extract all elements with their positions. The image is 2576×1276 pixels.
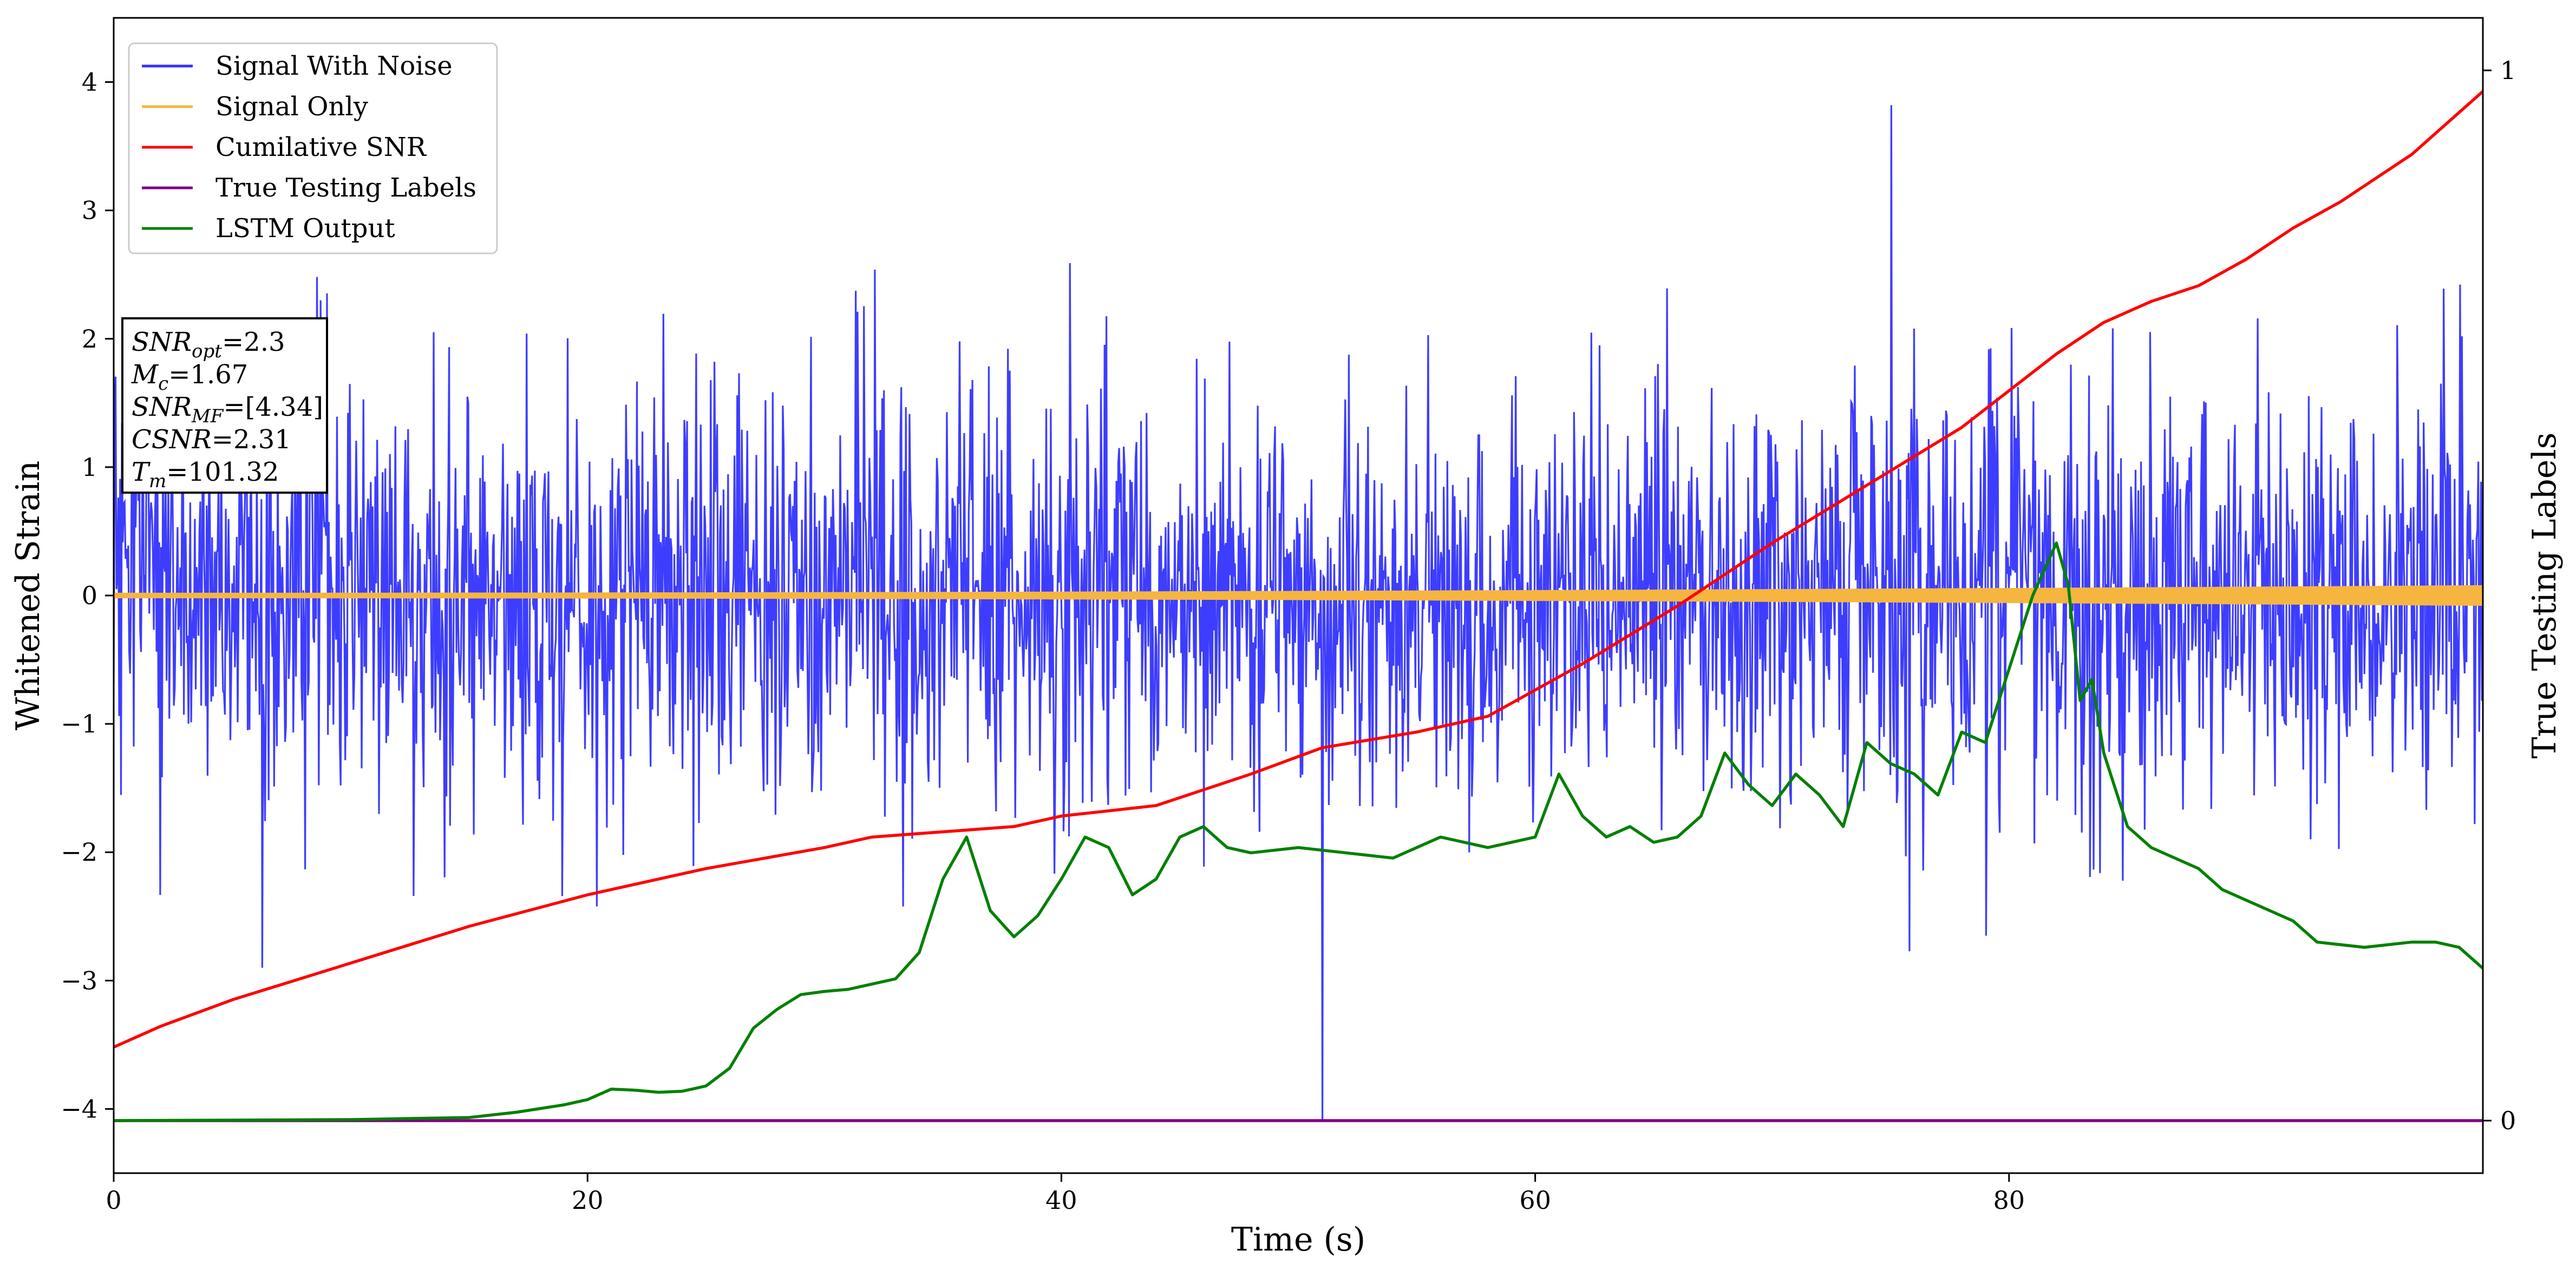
y-tick-label: 4 (82, 68, 97, 97)
x-axis: 0 20 40 60 80 (106, 1173, 2025, 1215)
x-tick-label: 0 (106, 1186, 121, 1215)
y-axis-label-left: Whitened Strain (9, 461, 47, 730)
y-tick-label: −1 (61, 709, 97, 738)
series-signal-with-noise (114, 105, 2483, 1122)
parameter-annotation: SNRopt=2.3 Mc=1.67 SNRMF=[4.34] CSNR=2.3… (121, 317, 328, 494)
legend: Signal With Noise Signal Only Cumilative… (128, 42, 498, 254)
y-tick-label: −2 (61, 837, 97, 867)
y-tick-label: 1 (82, 453, 97, 482)
annotation-line-tm: Tm=101.32 (132, 457, 279, 492)
series-layer (114, 90, 2483, 1122)
annotation-line-csnr: CSNR=2.31 (132, 424, 291, 455)
y-tick-label: 2 (82, 324, 97, 354)
legend-label-true-testing-labels: True Testing Labels (215, 173, 476, 203)
y-axis-label-right: True Testing Labels (2526, 433, 2564, 759)
annotation-box (121, 317, 328, 494)
legend-label-signal-with-noise: Signal With Noise (215, 51, 453, 81)
x-tick-label: 80 (1993, 1186, 2025, 1215)
y-tick-label: 3 (82, 196, 97, 225)
x-tick-label: 60 (1519, 1186, 1551, 1215)
annotation-line-snr-opt: SNRopt=2.3 (132, 327, 285, 362)
y-right-tick-label: 1 (2500, 56, 2516, 85)
y-tick-label: −4 (61, 1094, 97, 1123)
x-tick-label: 40 (1045, 1186, 1077, 1215)
x-tick-label: 20 (572, 1186, 604, 1215)
y-tick-label: 0 (82, 581, 97, 610)
legend-label-lstm-output: LSTM Output (215, 213, 395, 244)
y-axis-left: −4 −3 −2 −1 0 1 2 3 4 (61, 68, 114, 1123)
y-right-tick-label: 0 (2500, 1106, 2516, 1135)
annotation-line-snr-mf: SNRMF=[4.34] (132, 392, 323, 427)
y-axis-right: 01 (2483, 56, 2516, 1135)
series-cumilative-snr (114, 90, 2483, 1049)
legend-label-signal-only: Signal Only (215, 91, 368, 122)
series-lstm-output (114, 541, 2483, 1122)
y-tick-label: −3 (61, 966, 97, 995)
legend-box (128, 42, 498, 254)
x-axis-label: Time (s) (1231, 1221, 1365, 1259)
series-signal-only (114, 585, 2483, 606)
legend-label-cumilative-snr: Cumilative SNR (215, 132, 427, 162)
annotation-line-mc: Mc=1.67 (131, 359, 248, 395)
